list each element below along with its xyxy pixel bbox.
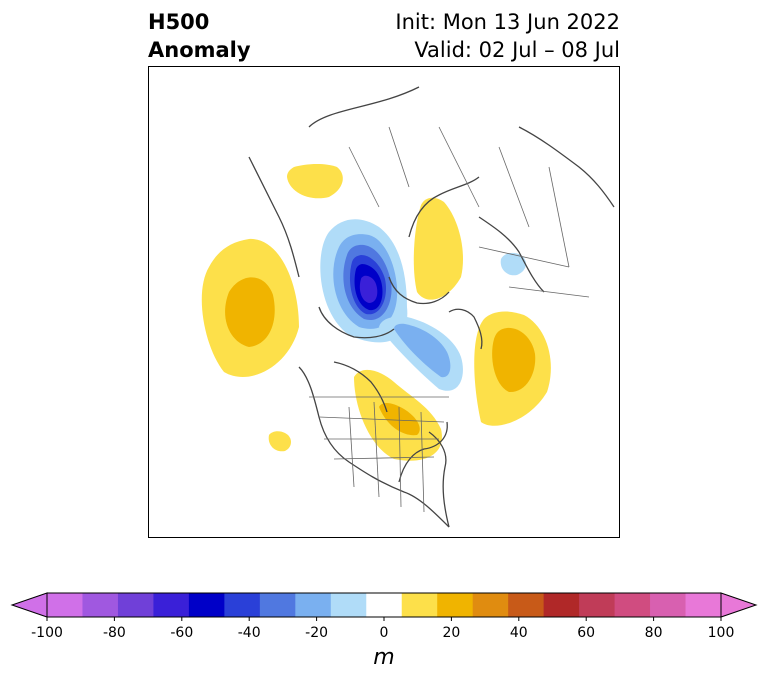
colorbar-segment	[117, 593, 154, 617]
colorbar-segment	[401, 593, 438, 617]
anomaly-north-pacific-ridge	[201, 238, 299, 377]
colorbar-segment	[153, 593, 190, 617]
anomaly-pacific-small-ridge	[268, 431, 291, 452]
colorbar-segment	[259, 593, 296, 617]
colorbar-segment	[82, 593, 119, 617]
map-canvas	[201, 86, 615, 528]
colorbar-over-arrow	[720, 592, 758, 618]
map-dates: Init: Mon 13 Jun 2022 Valid: 02 Jul – 08…	[395, 8, 620, 64]
init-date: Init: Mon 13 Jun 2022	[395, 10, 620, 34]
colorbar-segment	[224, 593, 261, 617]
anomaly-arctic-trough	[320, 219, 408, 343]
colorbar-tick-label: 0	[379, 625, 389, 641]
colorbar-segment	[650, 593, 687, 617]
colorbar-tick-label: 40	[509, 625, 528, 641]
colorbar-svg	[10, 592, 758, 621]
colorbar-segment	[188, 593, 225, 617]
colorbar-segment	[437, 593, 474, 617]
anomaly-great-lakes-ridge	[354, 369, 442, 461]
colorbar-tick-label: 80	[644, 625, 663, 641]
map-title: H500 Anomaly	[148, 8, 251, 64]
anomaly-scandinavia-ridge	[413, 197, 464, 300]
title-line-variable: Anomaly	[148, 38, 251, 62]
colorbar-segment	[614, 593, 651, 617]
political-borders	[309, 126, 590, 513]
anomaly-eastern-canada-trough	[379, 316, 463, 391]
coastlines	[248, 86, 615, 528]
colorbar-under-arrow	[10, 592, 48, 618]
map-panel	[148, 66, 620, 538]
colorbar-tick-label: -20	[305, 625, 329, 641]
title-line-field: H500	[148, 10, 210, 34]
valid-range: Valid: 02 Jul – 08 Jul	[414, 38, 620, 62]
colorbar-segment	[472, 593, 509, 617]
anomaly-north-atlantic-ridge	[474, 311, 551, 426]
colorbar-segment	[579, 593, 616, 617]
colorbar-tick-label: 20	[442, 625, 461, 641]
colorbar-segment	[508, 593, 545, 617]
colorbar-segment	[366, 593, 403, 617]
colorbar-tick-label: -60	[170, 625, 194, 641]
colorbar-unit: m	[373, 645, 395, 670]
colorbar-tick-label: 60	[577, 625, 596, 641]
colorbar-segment	[295, 593, 332, 617]
colorbar-tick-label: -100	[31, 625, 63, 641]
colorbar	[0, 585, 768, 625]
colorbar-tick-label: -80	[102, 625, 126, 641]
colorbar-segment	[330, 593, 367, 617]
colorbar-segment	[685, 593, 722, 617]
colorbar-tick-label: -40	[237, 625, 261, 641]
colorbar-segment	[47, 593, 83, 617]
colorbar-segment	[543, 593, 580, 617]
colorbar-tick-label: 100	[707, 625, 735, 641]
anomaly-western-russia-trough	[500, 252, 526, 276]
anomaly-siberia-ridge	[287, 163, 343, 199]
